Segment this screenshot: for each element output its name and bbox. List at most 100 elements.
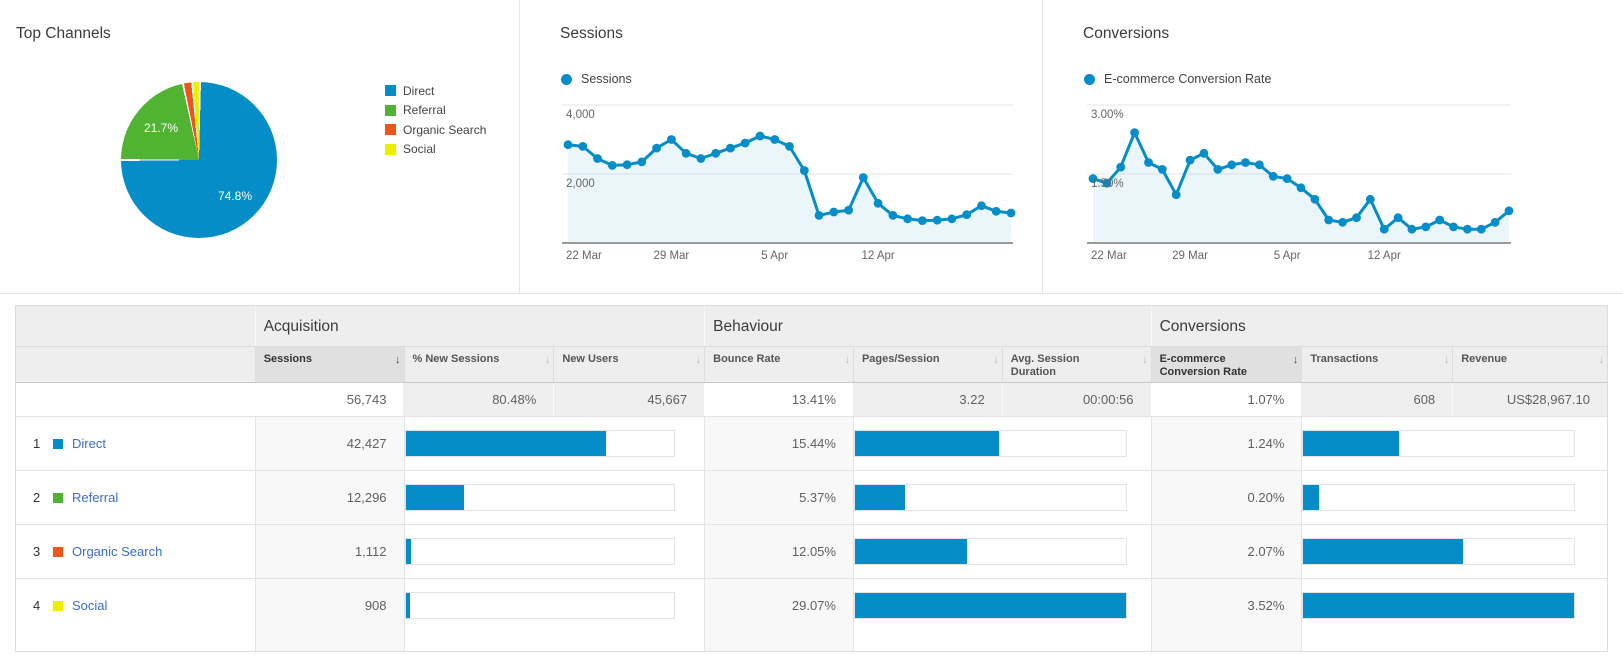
legend-label: Social: [403, 142, 436, 157]
total-transactions: 608: [1301, 383, 1453, 416]
pie-legend: Direct Referral Organic Search Social: [385, 81, 486, 159]
header-pages-per-session[interactable]: Pages/Session ↓: [852, 347, 1002, 382]
group-header-acquisition: Acquisition: [254, 306, 704, 346]
sessions-value: 1,112: [254, 525, 404, 578]
table-row: 3 Organic Search 1,112 12.05% 2.07%: [16, 524, 1607, 578]
header-new-sessions-pct[interactable]: % New Sessions ↓: [403, 347, 554, 382]
legend-item-organic-search: Organic Search: [385, 120, 486, 140]
sort-icon: ↓: [1142, 354, 1148, 366]
conversions-line-chart[interactable]: 3.00% 1.50% 22 Mar 29 Mar 5 Apr 12 Apr: [1087, 95, 1515, 265]
bounce-rate-bar-fill: [854, 593, 1126, 618]
channel-swatch-icon: [53, 600, 63, 611]
bounce-rate-value: 29.07%: [704, 579, 853, 632]
sessions-value: 42,427: [254, 417, 404, 470]
bounce-rate-value: 15.44%: [704, 417, 853, 470]
total-avg-session-duration: 00:00:56: [1001, 383, 1151, 416]
conversion-rate-bar-track: [1302, 430, 1576, 457]
svg-text:3.00%: 3.00%: [1091, 109, 1124, 121]
top-channels-panel: Top Channels 74.8% 21.7% Direct Referral O…: [0, 0, 520, 293]
sort-icon: ↓: [544, 354, 551, 366]
top-channels-pie-chart[interactable]: [121, 82, 277, 238]
conversion-rate-bar: [1301, 471, 1607, 524]
sessions-share-bar-track: [404, 430, 675, 457]
group-header-row: Acquisition Behaviour Conversions: [16, 306, 1607, 346]
header-bounce-rate[interactable]: Bounce Rate ↓: [704, 347, 853, 382]
channel-link[interactable]: Organic Search: [72, 544, 163, 559]
legend-swatch-icon: [385, 104, 396, 116]
sessions-share-bar-fill: [405, 539, 411, 564]
channel-swatch-icon: [53, 492, 63, 503]
sessions-share-bar: [403, 471, 705, 524]
svg-text:5 Apr: 5 Apr: [761, 250, 788, 262]
group-header-behaviour: Behaviour: [704, 306, 1150, 346]
bounce-rate-bar: [852, 525, 1151, 578]
pie-slice-label-direct: 74.8%: [217, 189, 253, 203]
legend-label: Direct: [403, 83, 435, 98]
header-ecommerce-conversion-rate[interactable]: E-commerce Conversion Rate ↓: [1150, 347, 1302, 382]
conversions-title: Conversions: [1083, 25, 1170, 42]
legend-swatch-icon: [385, 124, 396, 136]
table-footer-spacer: [16, 632, 1607, 651]
table-row: 4 Social 908 29.07% 3.52%: [16, 578, 1607, 632]
bounce-rate-bar-track: [853, 538, 1127, 565]
sort-desc-icon: ↓: [395, 354, 401, 366]
sessions-share-bar-fill: [405, 593, 410, 618]
header-sessions[interactable]: Sessions ↓: [254, 347, 404, 382]
sessions-share-bar-track: [404, 484, 675, 511]
conversion-rate-value: 0.20%: [1150, 471, 1302, 524]
total-sessions: 56,743: [254, 383, 404, 416]
conversions-legend-label: E-commerce Conversion Rate: [1104, 72, 1272, 86]
channel-cell: 3 Organic Search: [16, 525, 255, 578]
bounce-rate-bar-track: [853, 592, 1127, 619]
sessions-share-bar-fill: [405, 485, 464, 510]
column-header-row: Sessions ↓ % New Sessions ↓ New Users ↓ …: [16, 346, 1607, 383]
bounce-rate-bar-fill: [854, 485, 906, 510]
top-channels-title: Top Channels: [16, 25, 111, 42]
top-channels-pie-wrap: 74.8% 21.7%: [121, 82, 277, 238]
total-new-sessions-pct: 80.48%: [403, 383, 554, 416]
svg-text:22 Mar: 22 Mar: [566, 250, 602, 262]
bounce-rate-bar-fill: [854, 431, 999, 456]
row-rank: 2: [33, 490, 41, 505]
bounce-rate-value: 5.37%: [704, 471, 853, 524]
sessions-panel: Sessions Sessions 4,000 2,000 22 Mar 29 Mar…: [520, 0, 1043, 293]
channel-cell: 2 Referral: [16, 471, 255, 524]
conversion-rate-bar-fill: [1303, 431, 1399, 456]
pie-slice-label-referral: 21.7%: [143, 121, 179, 135]
legend-swatch-icon: [385, 143, 396, 155]
conversion-rate-bar: [1301, 579, 1607, 632]
series-dot-icon: [561, 73, 572, 85]
legend-label: Referral: [403, 103, 446, 118]
sort-icon: ↓: [1292, 354, 1299, 366]
sessions-share-bar: [403, 417, 705, 470]
sort-icon: ↓: [695, 354, 702, 366]
total-pages-per-session: 3.22: [852, 383, 1002, 416]
conversion-rate-bar-track: [1302, 484, 1576, 511]
channel-link[interactable]: Social: [72, 598, 108, 613]
legend-item-direct: Direct: [385, 81, 486, 101]
header-avg-session-duration[interactable]: Avg. Session Duration ↓: [1001, 347, 1151, 382]
svg-text:29 Mar: 29 Mar: [653, 250, 689, 262]
sessions-title: Sessions: [560, 25, 623, 42]
header-transactions[interactable]: Transactions ↓: [1301, 347, 1452, 382]
svg-text:12 Apr: 12 Apr: [1368, 250, 1401, 262]
svg-text:22 Mar: 22 Mar: [1091, 250, 1127, 262]
conversion-rate-bar-track: [1302, 592, 1576, 619]
svg-text:12 Apr: 12 Apr: [861, 250, 894, 262]
channel-link[interactable]: Direct: [72, 436, 106, 451]
channel-swatch-icon: [53, 438, 63, 449]
header-new-users[interactable]: New Users ↓: [553, 347, 704, 382]
group-header-empty: [16, 306, 255, 346]
legend-item-referral: Referral: [385, 101, 486, 121]
header-revenue[interactable]: Revenue ↓: [1452, 347, 1607, 382]
sessions-share-bar: [403, 525, 705, 578]
legend-label: Organic Search: [403, 122, 487, 137]
conversion-rate-bar-fill: [1303, 539, 1463, 564]
bounce-rate-bar-track: [853, 484, 1127, 511]
sessions-share-bar-track: [404, 538, 675, 565]
overview-panels: Top Channels 74.8% 21.7% Direct Referral O…: [0, 0, 1623, 294]
channel-link[interactable]: Referral: [72, 490, 119, 505]
sessions-line-chart[interactable]: 4,000 2,000 22 Mar 29 Mar 5 Apr 12 Apr: [562, 95, 1017, 265]
bounce-rate-value: 12.05%: [704, 525, 853, 578]
totals-row: 56,743 80.48% 45,667 13.41% 3.22 00:00:5…: [16, 383, 1607, 416]
